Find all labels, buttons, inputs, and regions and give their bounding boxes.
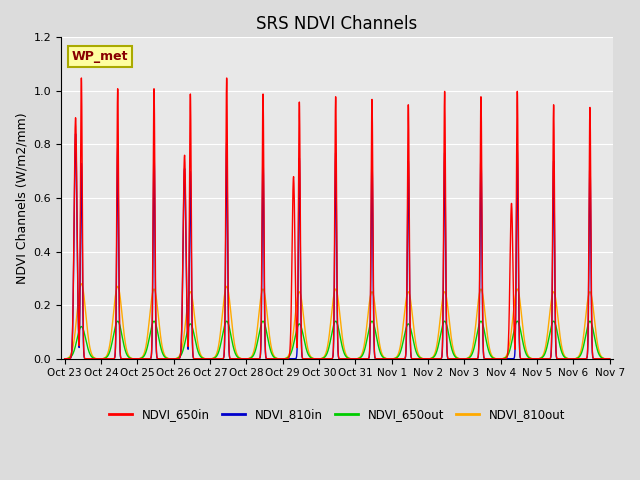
NDVI_650in <box>126 356 134 361</box>
NDVI_810in <box>605 356 613 361</box>
Text: WP_met: WP_met <box>72 50 129 63</box>
NDVI_650in <box>77 75 85 81</box>
NDVI_650out <box>605 356 613 361</box>
NDVI_650in <box>577 356 584 361</box>
NDVI_650in <box>61 356 68 361</box>
NDVI_650out <box>536 356 544 361</box>
NDVI_810out <box>61 356 68 361</box>
Line: NDVI_810in: NDVI_810in <box>65 134 609 359</box>
NDVI_810in <box>553 355 561 361</box>
NDVI_650in <box>553 355 561 361</box>
NDVI_650in <box>402 352 410 358</box>
NDVI_650out <box>124 352 131 358</box>
NDVI_810out <box>595 348 603 354</box>
Line: NDVI_650out: NDVI_650out <box>65 321 609 359</box>
NDVI_650in <box>605 356 613 361</box>
NDVI_650out <box>114 318 122 324</box>
NDVI_810out <box>156 324 163 329</box>
Line: NDVI_810out: NDVI_810out <box>65 284 609 359</box>
Legend: NDVI_650in, NDVI_810in, NDVI_650out, NDVI_810out: NDVI_650in, NDVI_810in, NDVI_650out, NDV… <box>104 403 570 426</box>
NDVI_810out <box>124 349 131 355</box>
NDVI_810in <box>577 356 584 361</box>
NDVI_650out <box>156 338 163 344</box>
NDVI_650out <box>61 356 68 361</box>
NDVI_650out <box>294 324 301 330</box>
NDVI_650out <box>270 354 278 360</box>
NDVI_650in <box>556 356 563 361</box>
NDVI_810in <box>126 356 134 361</box>
Line: NDVI_650in: NDVI_650in <box>65 78 609 359</box>
NDVI_810out <box>270 353 278 359</box>
NDVI_810in <box>61 356 68 361</box>
NDVI_650in <box>269 356 277 361</box>
NDVI_810out <box>77 281 85 287</box>
NDVI_650out <box>595 351 603 357</box>
NDVI_810in <box>556 356 563 361</box>
Title: SRS NDVI Channels: SRS NDVI Channels <box>257 15 418 33</box>
NDVI_810out <box>294 295 301 301</box>
NDVI_810in <box>402 353 410 359</box>
NDVI_810in <box>72 131 79 137</box>
NDVI_810in <box>269 356 277 361</box>
Y-axis label: NDVI Channels (W/m2/mm): NDVI Channels (W/m2/mm) <box>15 112 28 284</box>
NDVI_810out <box>605 356 613 361</box>
NDVI_810out <box>536 355 544 361</box>
